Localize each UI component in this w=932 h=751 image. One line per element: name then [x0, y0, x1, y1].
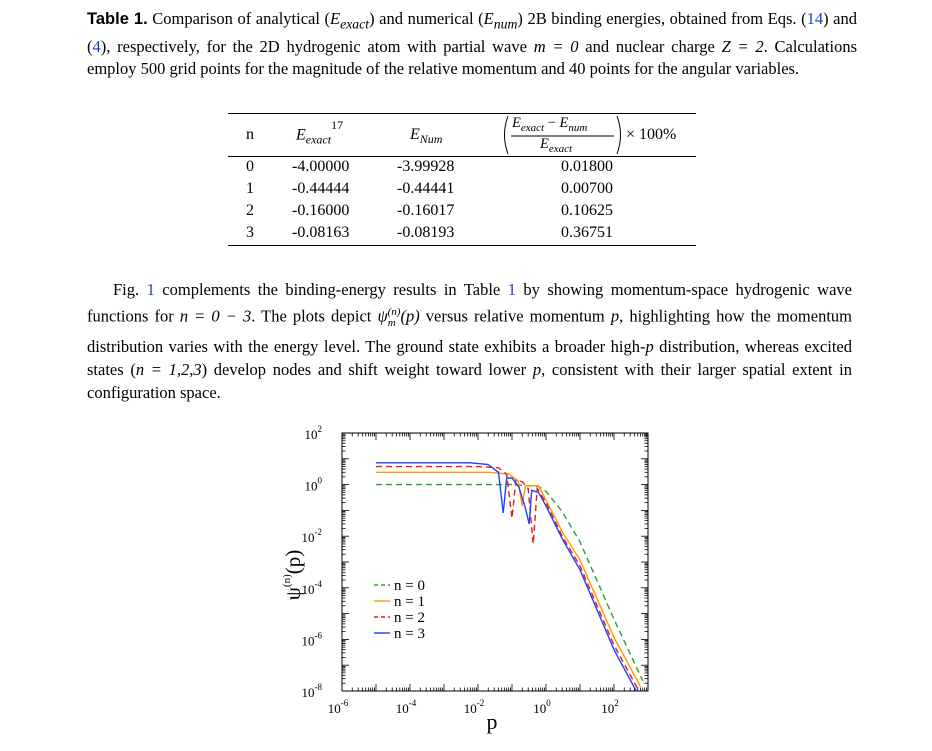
wavefunction-chart: n = 0n = 1n = 2n = 3 10-6 10-4 10-2 100 102 … — [281, 424, 649, 734]
major-ticks — [341, 433, 648, 692]
x-axis-label: p — [487, 709, 498, 734]
table-cell-num: -0.44441 — [397, 180, 455, 197]
legend-label: n = 0 — [394, 578, 425, 594]
table-cell-num: -0.08193 — [397, 224, 455, 241]
table-cell-exact: -0.08163 — [292, 224, 350, 241]
header-e-num: ENum — [410, 126, 443, 147]
x-tick-label: 10-4 — [396, 698, 417, 716]
minor-ticks — [342, 433, 648, 691]
x-tick-label: 102 — [601, 698, 619, 716]
series-line-n3 — [376, 462, 637, 691]
body-paragraph: Fig. 1 complements the binding-energy re… — [87, 280, 852, 402]
table-caption: Table 1. Comparison of analytical (Eexac… — [87, 9, 857, 79]
series-line-n2 — [376, 465, 639, 690]
paren-svg — [504, 115, 621, 155]
table-bottom-rule — [228, 245, 696, 246]
table-cell-pct: 0.36751 — [561, 224, 613, 241]
table-cell-exact: -4.00000 — [292, 158, 350, 175]
table-header-rule — [228, 156, 696, 157]
table-top-rule — [228, 113, 696, 114]
x-tick-label: 100 — [533, 698, 551, 716]
figure-link-1[interactable]: 1 — [146, 280, 155, 299]
table-cell-num: -0.16017 — [397, 202, 455, 219]
x-tick-labels: 10-6 10-4 10-2 100 102 — [328, 698, 619, 716]
header-e-exact: Eexact17 — [296, 118, 344, 147]
caption-label: Table 1. — [87, 10, 148, 28]
table-link-1[interactable]: 1 — [507, 280, 516, 299]
series-lines — [376, 462, 644, 691]
y-tick-label: 10-8 — [302, 682, 323, 700]
table-cell-n: 3 — [246, 224, 254, 241]
y-axis-label: ψ(n)(p) — [281, 550, 305, 600]
legend-label: n = 3 — [394, 626, 425, 642]
x-tick-label: 10-2 — [464, 698, 485, 716]
legend: n = 0n = 1n = 2n = 3 — [374, 578, 425, 642]
table-cell-exact: -0.44444 — [292, 180, 350, 197]
table-cell-n: 0 — [246, 158, 254, 175]
y-tick-label: 10-6 — [302, 630, 323, 648]
equation-link-4[interactable]: 4 — [92, 36, 101, 56]
reference-17[interactable]: 17 — [331, 118, 344, 132]
header-percent-diff: Eexact − Enum Eexact × 100% — [500, 114, 700, 156]
table-cell-n: 1 — [246, 180, 254, 197]
legend-label: n = 2 — [394, 610, 425, 626]
table-cell-n: 2 — [246, 202, 254, 219]
x-tick-label: 10-6 — [328, 698, 349, 716]
y-tick-label: 102 — [305, 424, 323, 442]
svg-text:ψ(n)(p): ψ(n)(p) — [281, 550, 305, 600]
header-n: n — [246, 126, 254, 143]
table-cell-num: -3.99928 — [397, 158, 455, 175]
table-cell-pct: 0.01800 — [561, 158, 613, 175]
table-cell-pct: 0.10625 — [561, 202, 613, 219]
equation-link-14[interactable]: 14 — [806, 9, 824, 28]
y-tick-label: 10-2 — [302, 527, 323, 545]
y-tick-label: 100 — [305, 476, 323, 494]
table-cell-pct: 0.00700 — [561, 180, 613, 197]
table-cell-exact: -0.16000 — [292, 202, 350, 219]
legend-label: n = 1 — [394, 594, 425, 610]
